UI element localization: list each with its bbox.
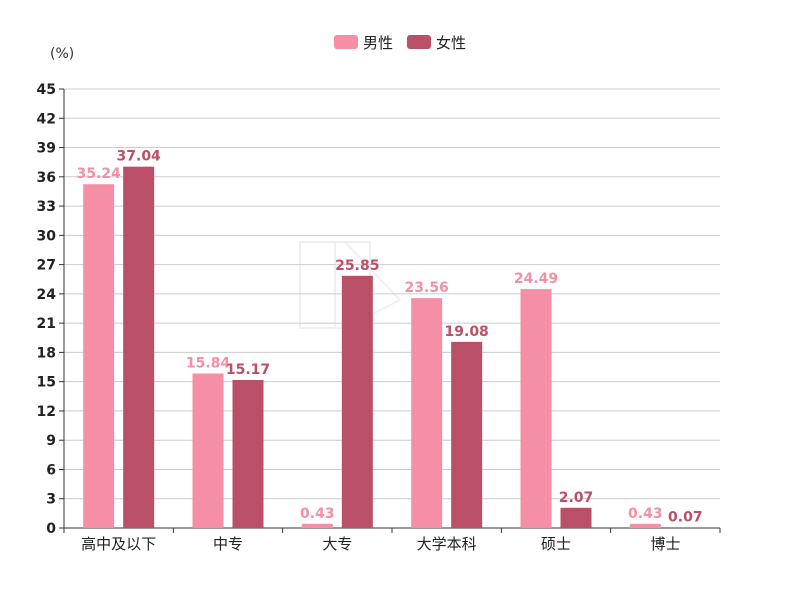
data-label: 0.43 xyxy=(628,506,663,522)
y-tick-label: 27 xyxy=(37,258,56,274)
legend-swatch-male xyxy=(333,35,358,49)
bar xyxy=(560,507,592,528)
axes xyxy=(59,88,721,533)
bar xyxy=(83,184,115,528)
x-tick-label: 硕士 xyxy=(541,535,571,553)
y-tick-label: 15 xyxy=(37,375,56,391)
bars xyxy=(83,166,701,528)
data-label: 19.08 xyxy=(445,324,489,340)
y-tick-label: 3 xyxy=(46,492,56,508)
legend-item-male[interactable]: 男性 xyxy=(333,32,393,53)
bar xyxy=(411,298,443,528)
legend-item-female[interactable]: 女性 xyxy=(407,32,466,53)
bar xyxy=(451,341,483,528)
bar xyxy=(669,527,701,528)
y-tick-label: 21 xyxy=(37,316,56,332)
legend-label-female: 女性 xyxy=(436,33,467,52)
y-axis-unit-label: (%) xyxy=(50,46,75,62)
y-tick-label: 9 xyxy=(46,433,56,449)
data-label: 0.43 xyxy=(300,506,335,522)
bar xyxy=(192,373,224,528)
data-label: 24.49 xyxy=(514,271,558,287)
y-tick-label: 0 xyxy=(46,521,56,537)
y-tick-label: 36 xyxy=(37,170,56,186)
bar xyxy=(232,380,264,528)
bar xyxy=(520,289,552,528)
grid-lines xyxy=(64,88,720,500)
data-label: 35.24 xyxy=(77,166,122,182)
data-label: 15.84 xyxy=(186,355,231,371)
data-label: 2.07 xyxy=(559,490,594,506)
y-tick-label: 6 xyxy=(46,462,56,478)
legend-label-male: 男性 xyxy=(362,33,393,52)
y-tick-label: 24 xyxy=(37,287,57,303)
legend-swatch-female xyxy=(407,35,431,49)
data-label: 37.04 xyxy=(117,149,162,165)
x-tick-label: 中专 xyxy=(213,535,243,553)
data-label: 0.07 xyxy=(668,509,703,525)
x-tick-label: 大学本科 xyxy=(417,535,477,553)
data-label: 23.56 xyxy=(405,280,449,296)
x-tick-label: 大专 xyxy=(322,535,352,553)
y-tick-label: 18 xyxy=(37,345,56,361)
y-tick-label: 30 xyxy=(37,228,57,244)
x-tick-label: 博士 xyxy=(650,535,680,553)
bar xyxy=(301,523,333,528)
y-tick-label: 39 xyxy=(37,141,56,157)
data-label: 25.85 xyxy=(335,258,379,274)
y-tick-label: 42 xyxy=(37,111,56,127)
y-tick-label: 12 xyxy=(37,404,56,420)
bar xyxy=(341,275,373,528)
y-tick-label: 33 xyxy=(37,199,56,215)
legend: 男性 女性 xyxy=(0,31,800,53)
x-tick-labels: 高中及以下 中专 大专 大学本科 硕士 博士 xyxy=(81,535,680,553)
y-tick-label: 45 xyxy=(37,82,56,98)
bar xyxy=(629,523,661,528)
data-label: 15.17 xyxy=(226,362,270,378)
bar xyxy=(123,166,155,528)
x-tick-label: 高中及以下 xyxy=(81,535,156,553)
